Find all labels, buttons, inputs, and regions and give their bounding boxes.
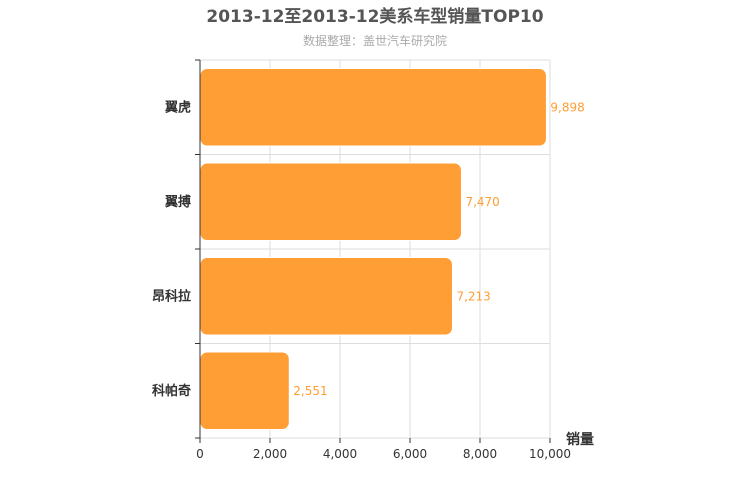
data-label: 7,213 bbox=[456, 289, 490, 303]
data-label: 7,470 bbox=[465, 195, 499, 209]
x-tick-label: 10,000 bbox=[529, 447, 571, 461]
category-label: 科帕奇 bbox=[152, 383, 191, 399]
category-label: 昂科拉 bbox=[152, 288, 191, 304]
bar bbox=[199, 351, 290, 430]
chart-subtitle: 数据整理：盖世汽车研究院 bbox=[303, 33, 447, 48]
category-label: 翼搏 bbox=[164, 194, 191, 210]
bars-group: 9,898 7,470 7,213 2,551 bbox=[199, 68, 585, 430]
x-tick-label: 6,000 bbox=[393, 447, 427, 461]
category-label: 翼虎 bbox=[164, 99, 191, 115]
x-tick-label: 8,000 bbox=[463, 447, 497, 461]
data-label: 9,898 bbox=[550, 100, 584, 114]
bar bbox=[199, 257, 453, 336]
bar bbox=[199, 68, 547, 147]
data-label: 2,551 bbox=[293, 384, 327, 398]
x-tick-label: 2,000 bbox=[253, 447, 287, 461]
x-tick-label: 4,000 bbox=[323, 447, 357, 461]
x-tick-label: 0 bbox=[196, 447, 204, 461]
chart-title: 2013-12至2013-12美系车型销量TOP10 bbox=[206, 6, 543, 27]
x-axis-title: 销量 bbox=[566, 431, 594, 448]
bar bbox=[199, 162, 462, 241]
